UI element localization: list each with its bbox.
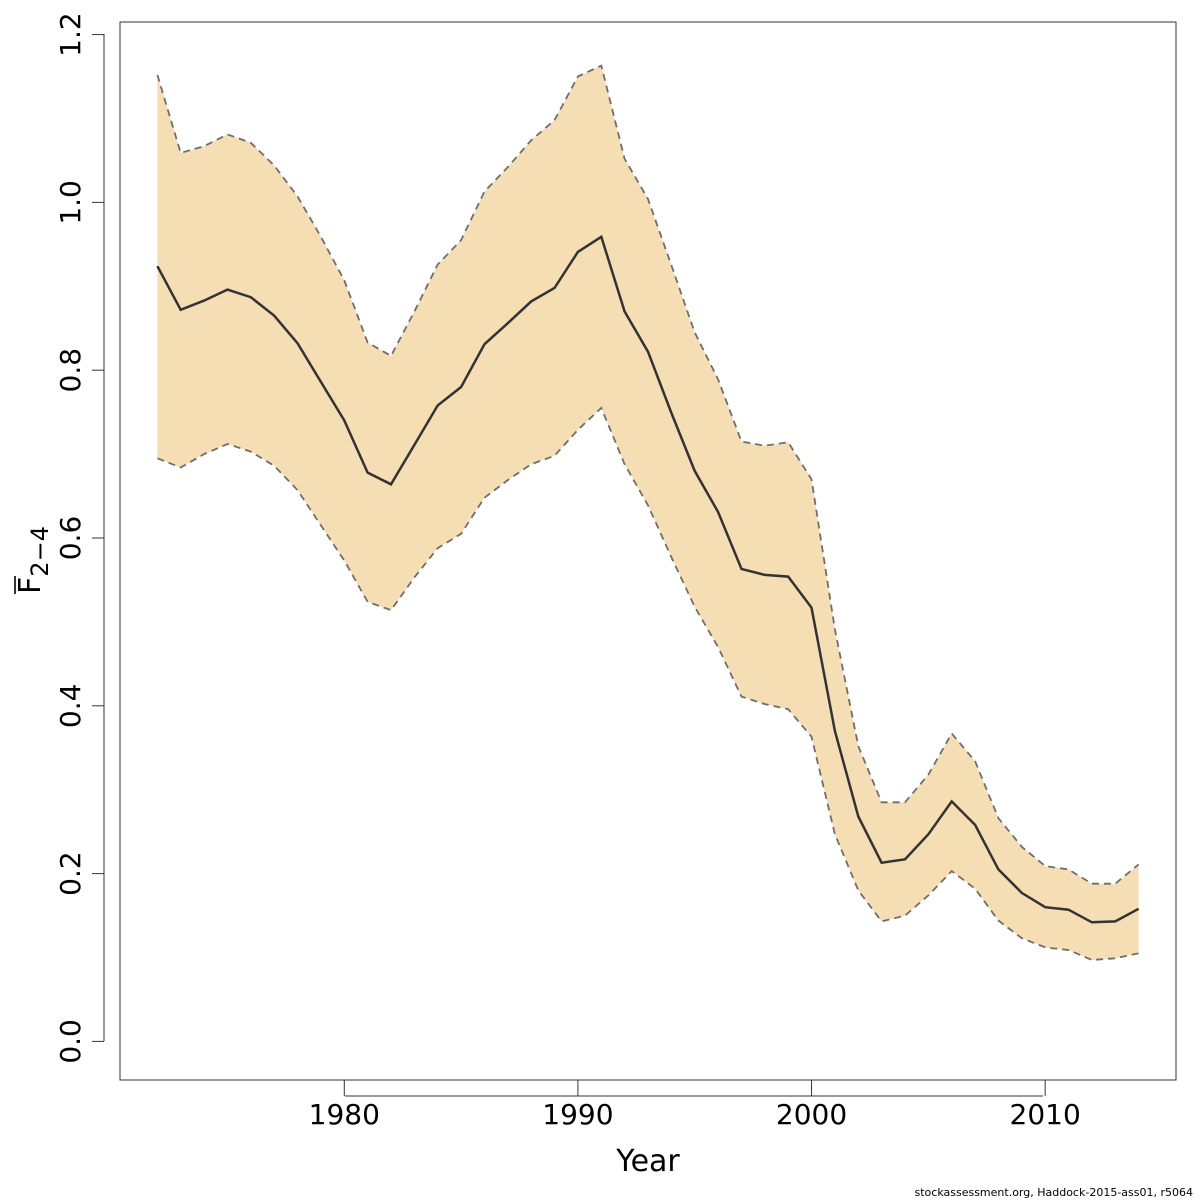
estimate-line	[156, 234, 1140, 924]
y-axis-title: F2−4	[13, 526, 54, 594]
y-tick-label: 0.6	[54, 516, 87, 561]
x-tick-label: 1980	[309, 1098, 380, 1131]
y-tick-label: 0.8	[54, 348, 87, 393]
confidence-band	[157, 65, 1139, 961]
x-tick-label: 2000	[776, 1098, 847, 1131]
x-tick-label: 2010	[1010, 1098, 1081, 1131]
y-tick-label: 0.4	[54, 684, 87, 729]
plot-frame	[119, 21, 1177, 1081]
upper-bound-line	[156, 64, 1140, 885]
svg-text:F2−4: F2−4	[13, 526, 54, 594]
y-tick-label: 0.2	[54, 851, 87, 896]
y-axis-title-subscript: 2−4	[26, 526, 54, 577]
y-tick-label: 1.0	[54, 180, 87, 225]
y-axis-title-main: F	[13, 577, 48, 594]
lower-bound-line	[157, 406, 1139, 961]
y-tick-label: 0.0	[54, 1019, 87, 1064]
x-axis-title: Year	[615, 1144, 680, 1179]
footer-credit: stockassessment.org, Haddock-2015-ass01,…	[915, 1186, 1194, 1199]
y-tick-label: 1.2	[54, 12, 87, 57]
x-tick-label: 1990	[542, 1098, 613, 1131]
x-axis-ticks: 1980 1990 2000 2010	[309, 1080, 1081, 1131]
y-axis-ticks: 0.0 0.2 0.4 0.6 0.8 1.0 1.2	[54, 12, 104, 1064]
